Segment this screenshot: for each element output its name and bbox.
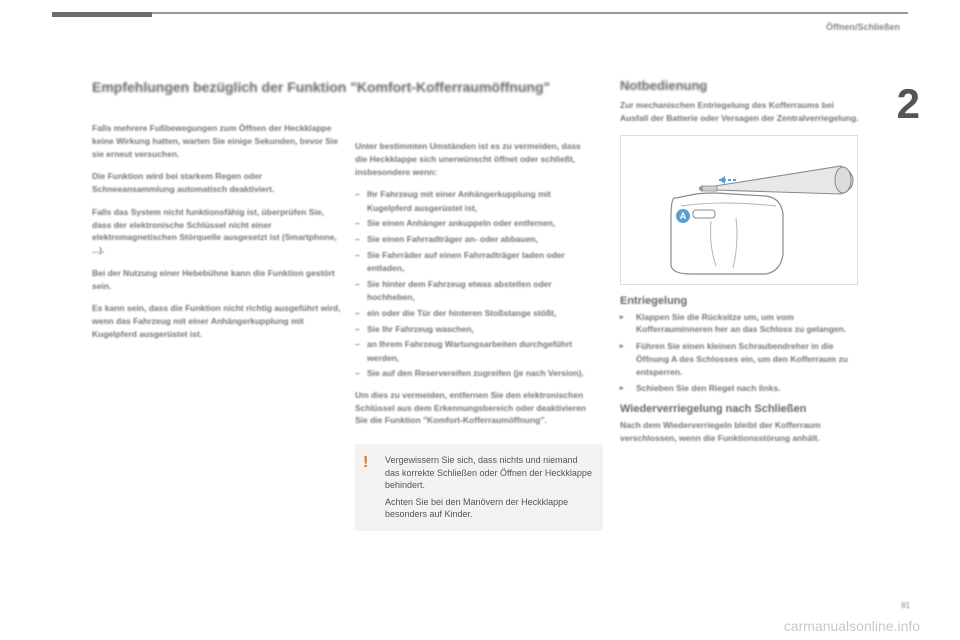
mid-item: Sie auf den Reservereifen zugreifen (je … bbox=[355, 367, 595, 381]
warning-box: ! Vergewissern Sie sich, dass nichts und… bbox=[355, 444, 603, 531]
mid-list: Ihr Fahrzeug mit einer Anhängerkupplung … bbox=[355, 188, 595, 381]
right-column: Notbedienung Zur mechanischen Entriegelu… bbox=[620, 78, 860, 455]
mid-item: Sie Fahrräder auf einen Fahrradträger la… bbox=[355, 249, 595, 276]
step: Schieben Sie den Riegel nach links. bbox=[620, 382, 860, 395]
right-h2: Entriegelung bbox=[620, 295, 860, 307]
chapter-number: 2 bbox=[897, 80, 920, 128]
mid-item: Sie einen Fahrradträger an- oder abbauen… bbox=[355, 233, 595, 247]
lock-slot bbox=[693, 210, 715, 218]
lock-svg: A bbox=[621, 136, 858, 285]
page-number: 81 bbox=[901, 601, 910, 610]
arrow-head bbox=[719, 176, 725, 184]
warning-text-1: Vergewissern Sie sich, dass nichts und n… bbox=[385, 454, 593, 492]
left-p5: Es kann sein, dass die Funktion nicht ri… bbox=[92, 302, 342, 340]
warning-text-2: Achten Sie bei den Manövern der Heckklap… bbox=[385, 496, 593, 521]
mid-column: Unter bestimmten Umständen ist es zu ver… bbox=[355, 140, 595, 437]
mid-item: Sie Ihr Fahrzeug waschen, bbox=[355, 323, 595, 337]
lock-illustration: A bbox=[620, 135, 858, 285]
left-p3: Falls das System nicht funktionsfähig is… bbox=[92, 206, 342, 257]
right-h3: Wiederverriegelung nach Schließen bbox=[620, 403, 860, 415]
header-category: Öffnen/Schließen bbox=[826, 22, 900, 32]
right-p2: Nach dem Wiederverriegeln bleibt der Kof… bbox=[620, 419, 860, 445]
step: Führen Sie einen kleinen Schraubendreher… bbox=[620, 340, 860, 378]
mid-closing: Um dies zu vermeiden, entfernen Sie den … bbox=[355, 389, 595, 427]
header-rule-accent bbox=[52, 12, 152, 17]
mid-item: an Ihrem Fahrzeug Wartungsarbeiten durch… bbox=[355, 338, 595, 365]
screwdriver-end bbox=[835, 167, 851, 193]
mid-intro: Unter bestimmten Umständen ist es zu ver… bbox=[355, 140, 595, 178]
main-title: Empfehlungen bezüglich der Funktion "Kom… bbox=[92, 78, 592, 96]
left-p1: Falls mehrere Fußbewegungen zum Öffnen d… bbox=[92, 122, 342, 160]
screwdriver-tip bbox=[699, 186, 703, 191]
mid-item: Sie einen Anhänger ankuppeln oder entfer… bbox=[355, 217, 595, 231]
mid-item: ein oder die Tür der hinteren Stoßstange… bbox=[355, 307, 595, 321]
main-title-block: Empfehlungen bezüglich der Funktion "Kom… bbox=[92, 78, 592, 106]
mid-item: Sie hinter dem Fahrzeug etwas abstellen … bbox=[355, 278, 595, 305]
header-rule bbox=[52, 12, 908, 14]
marker-label: A bbox=[680, 211, 687, 221]
left-p2: Die Funktion wird bei starkem Regen oder… bbox=[92, 170, 342, 196]
warning-icon: ! bbox=[363, 454, 368, 472]
right-p1: Zur mechanischen Entriegelung des Koffer… bbox=[620, 99, 860, 125]
left-column: Falls mehrere Fußbewegungen zum Öffnen d… bbox=[92, 122, 342, 351]
step: Klappen Sie die Rücksitze um, um vom Kof… bbox=[620, 311, 860, 337]
mid-item: Ihr Fahrzeug mit einer Anhängerkupplung … bbox=[355, 188, 595, 215]
right-h1: Notbedienung bbox=[620, 78, 860, 93]
screwdriver-shaft bbox=[701, 186, 717, 191]
unlock-steps: Klappen Sie die Rücksitze um, um vom Kof… bbox=[620, 311, 860, 396]
footer-url: carmanualsonline.info bbox=[784, 618, 920, 634]
left-p4: Bei der Nutzung einer Hebebühne kann die… bbox=[92, 267, 342, 293]
